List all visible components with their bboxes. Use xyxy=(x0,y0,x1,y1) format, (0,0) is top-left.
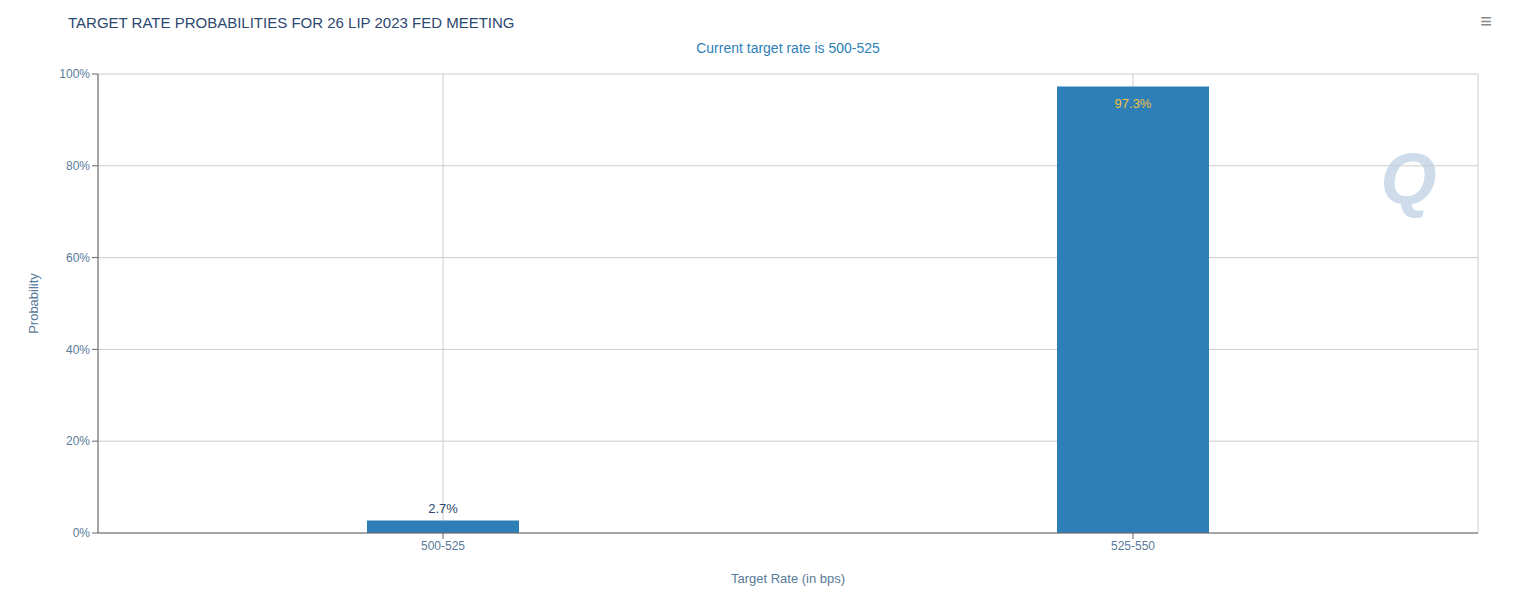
html-text:Current target rate is 500-525: Current target rate is 500-525 xyxy=(696,40,880,56)
svg-text:97.3%: 97.3% xyxy=(1115,96,1152,111)
svg-text:Probability: Probability xyxy=(26,273,41,334)
svg-text:80%: 80% xyxy=(66,159,90,173)
html-text:Q: Q xyxy=(1380,138,1437,219)
svg-text:525-550: 525-550 xyxy=(1111,539,1155,553)
svg-text:Target Rate (in bps): Target Rate (in bps) xyxy=(731,571,845,586)
svg-text:20%: 20% xyxy=(66,434,90,448)
svg-text:40%: 40% xyxy=(66,343,90,357)
svg-text:60%: 60% xyxy=(66,251,90,265)
svg-text:500-525: 500-525 xyxy=(421,539,465,553)
html-text:TARGET RATE PROBABILITIES FOR: TARGET RATE PROBABILITIES FOR 26 LIP 202… xyxy=(68,14,515,31)
svg-text:0%: 0% xyxy=(73,526,91,540)
svg-text:100%: 100% xyxy=(59,67,90,81)
svg-text:2.7%: 2.7% xyxy=(428,501,458,516)
